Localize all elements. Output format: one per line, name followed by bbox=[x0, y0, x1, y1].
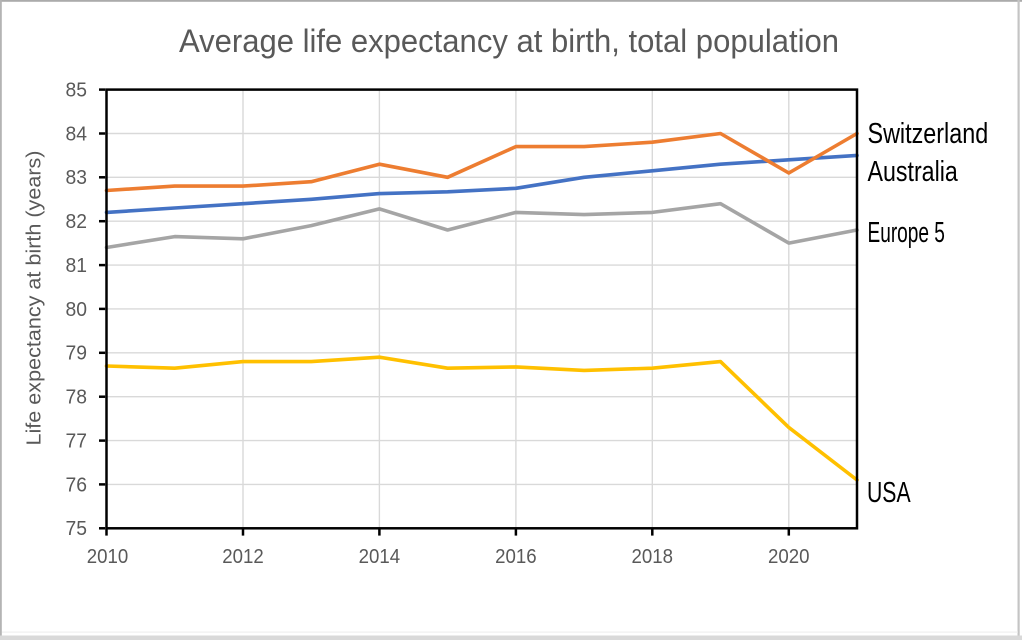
svg-text:79: 79 bbox=[66, 342, 88, 365]
svg-text:80: 80 bbox=[66, 298, 88, 321]
svg-text:78: 78 bbox=[66, 386, 88, 409]
svg-text:82: 82 bbox=[66, 210, 88, 233]
svg-text:Life expectancy at birth (year: Life expectancy at birth (years) bbox=[23, 151, 46, 446]
svg-text:2018: 2018 bbox=[632, 545, 674, 568]
svg-text:USA: USA bbox=[867, 477, 911, 509]
svg-text:2016: 2016 bbox=[495, 545, 537, 568]
svg-text:76: 76 bbox=[66, 473, 88, 496]
svg-text:2014: 2014 bbox=[359, 545, 401, 568]
svg-text:75: 75 bbox=[66, 517, 88, 540]
svg-text:2020: 2020 bbox=[768, 545, 810, 568]
svg-text:85: 85 bbox=[66, 79, 88, 102]
svg-text:81: 81 bbox=[66, 254, 88, 277]
svg-text:2012: 2012 bbox=[222, 545, 264, 568]
svg-text:Average life expectancy at bir: Average life expectancy at birth, total … bbox=[179, 23, 839, 59]
svg-text:2010: 2010 bbox=[87, 545, 129, 568]
svg-text:83: 83 bbox=[66, 166, 88, 189]
svg-text:Switzerland: Switzerland bbox=[868, 118, 989, 150]
svg-text:77: 77 bbox=[66, 430, 88, 453]
svg-text:Europe 5: Europe 5 bbox=[868, 217, 945, 249]
svg-text:84: 84 bbox=[66, 122, 88, 145]
svg-text:Australia: Australia bbox=[868, 156, 958, 188]
